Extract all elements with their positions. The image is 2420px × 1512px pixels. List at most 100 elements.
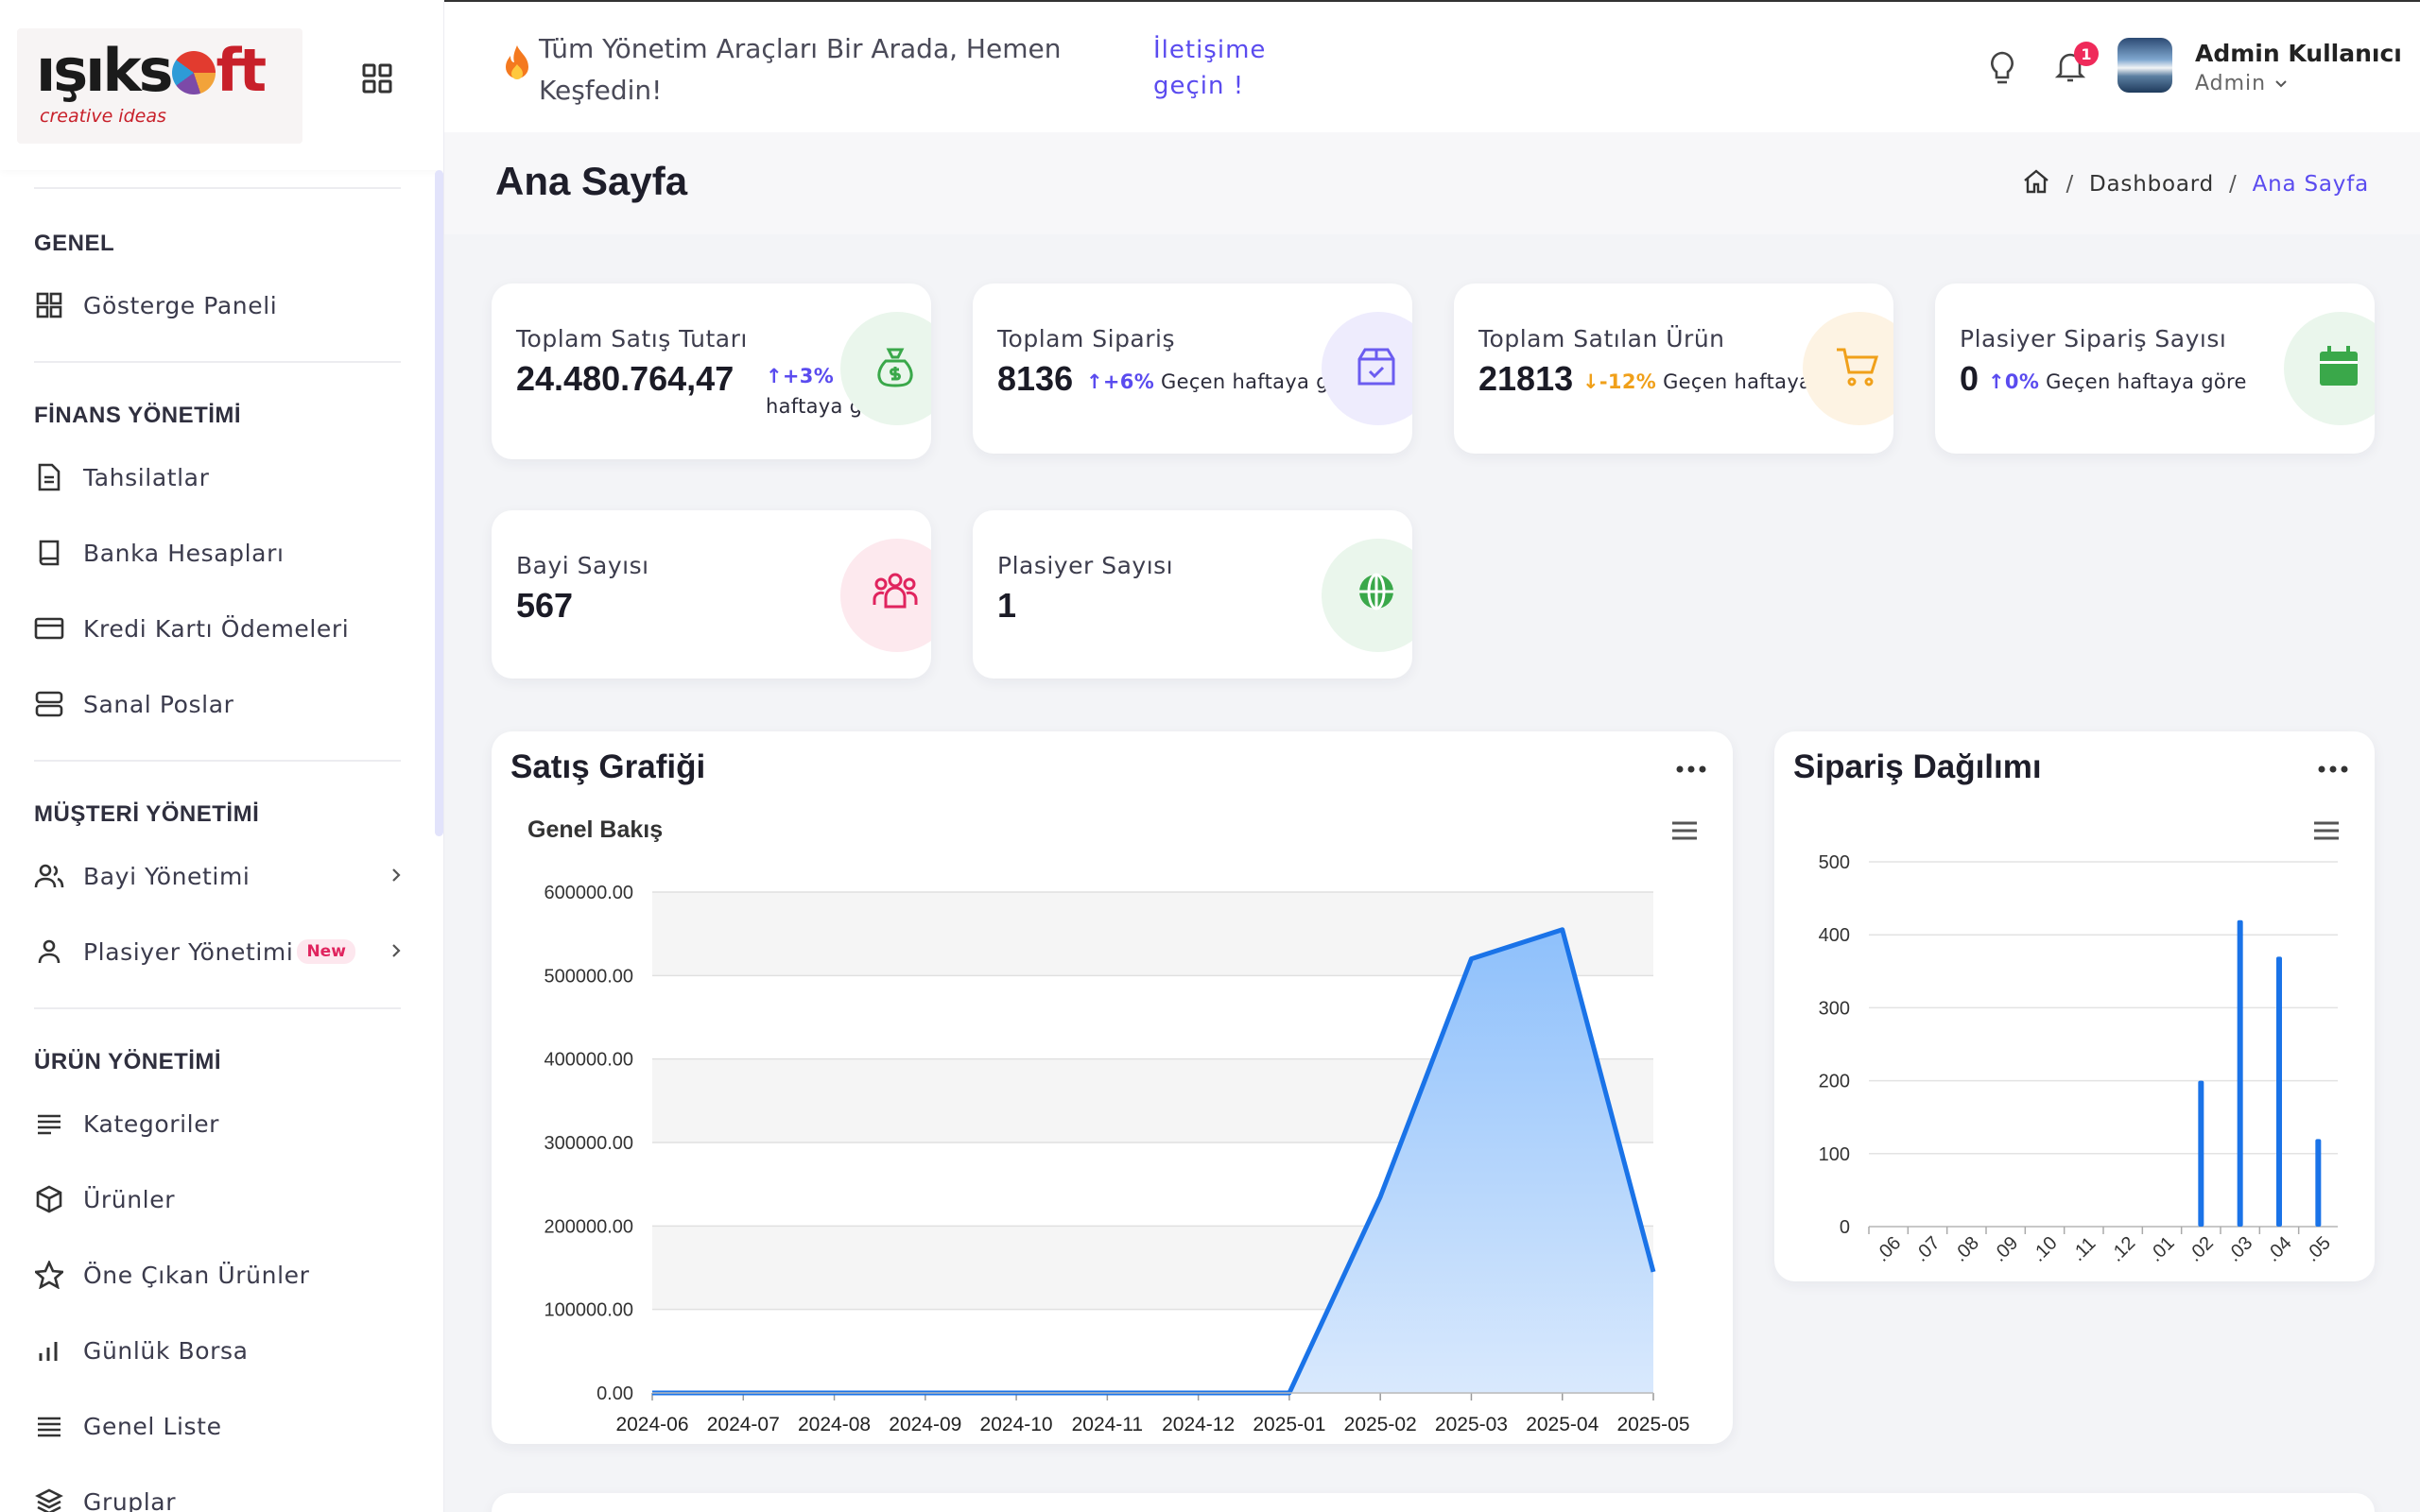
- calendar-icon: [2314, 342, 2363, 391]
- x-tick-label: .02: [2185, 1232, 2218, 1265]
- section-title-genel: GENEL: [34, 231, 115, 256]
- page-header: Ana Sayfa / Dashboard / Ana Sayfa: [444, 132, 2420, 234]
- breadcrumb-dashboard[interactable]: Dashboard: [2089, 172, 2215, 197]
- home-icon[interactable]: [2022, 168, 2050, 200]
- sidebar-item-gruplar[interactable]: Gruplar: [34, 1478, 403, 1512]
- contact-link[interactable]: İletişime geçin !: [1153, 36, 1267, 100]
- stat-label: Toplam Sipariş: [997, 325, 1176, 352]
- y-tick-label: 100000.00: [544, 1300, 633, 1321]
- y-tick-label: 400000.00: [544, 1050, 633, 1071]
- scrollbar-thumb[interactable]: [435, 170, 443, 836]
- logo-dot-icon: [171, 51, 216, 94]
- sidebar-item-label: Kategoriler: [83, 1109, 220, 1138]
- x-tick-label: 2024-08: [798, 1414, 871, 1435]
- sidebar-item-label: Gösterge Paneli: [83, 291, 278, 319]
- globe-icon: [1352, 567, 1401, 616]
- money-bag-icon: [871, 342, 920, 391]
- x-tick-label: .12: [2106, 1232, 2139, 1265]
- sidebar-scrollbar[interactable]: [435, 170, 443, 1512]
- sidebar-item-label: Kredi Kartı Ödemeleri: [83, 614, 350, 643]
- y-tick-label: 300: [1819, 998, 1850, 1019]
- user-role: Admin: [2195, 72, 2289, 95]
- y-tick-label: 100: [1819, 1144, 1850, 1165]
- y-tick-label: 400: [1819, 925, 1850, 946]
- stat-value: 24.480.764,47: [516, 359, 735, 398]
- stat-value: 1: [997, 586, 1017, 625]
- stat-card-rep-count: Plasiyer Sayısı 1: [973, 510, 1412, 679]
- x-tick-label: 2024-07: [707, 1414, 780, 1435]
- x-tick-label: 2025-05: [1616, 1414, 1689, 1435]
- breadcrumb-current: Ana Sayfa: [2252, 172, 2369, 197]
- x-tick-label: 2024-11: [1072, 1414, 1144, 1435]
- sidebar-item-sanal-poslar[interactable]: Sanal Poslar: [34, 680, 403, 728]
- user-icon: [34, 936, 64, 967]
- lightbulb-icon[interactable]: [1983, 49, 2021, 87]
- trend-up-value: ↑0%: [1988, 370, 2040, 393]
- sidebar-item-label: Banka Hesapları: [83, 539, 285, 567]
- stat-card-total-sales: Toplam Satış Tutarı 24.480.764,47 ↑+3% G…: [492, 284, 931, 459]
- orders-chart-title: Sipariş Dağılımı: [1793, 748, 2042, 785]
- sidebar-item-label: Öne Çıkan Ürünler: [83, 1261, 310, 1289]
- more-options-icon[interactable]: [2316, 760, 2350, 779]
- sidebar-item-urunler[interactable]: Ürünler: [34, 1176, 403, 1223]
- divider: [34, 187, 401, 189]
- bar: [2276, 956, 2282, 1227]
- star-icon: [34, 1260, 64, 1290]
- y-tick-label: 0.00: [596, 1383, 633, 1404]
- chevron-down-icon: [2273, 72, 2289, 95]
- x-tick-label: 2024-10: [980, 1414, 1053, 1435]
- x-tick-label: .08: [1950, 1232, 1983, 1265]
- sidebar-item-plasiyer-yonetimi[interactable]: Plasiyer Yönetimi New: [34, 928, 403, 975]
- section-title-finans: FİNANS YÖNETİMİ: [34, 403, 242, 428]
- apps-grid-icon[interactable]: [361, 62, 393, 94]
- sidebar-item-bayi-yonetimi[interactable]: Bayi Yönetimi: [34, 852, 403, 900]
- sales-chart-subtitle: Genel Bakış: [527, 816, 664, 843]
- divider: [34, 760, 401, 762]
- chevron-right-icon: [389, 941, 403, 964]
- x-tick-label: 2025-02: [1344, 1414, 1417, 1435]
- x-tick-label: .11: [2067, 1233, 2100, 1265]
- chevron-right-icon: [389, 866, 403, 888]
- cart-icon: [1833, 342, 1882, 391]
- stat-label: Plasiyer Sipariş Sayısı: [1960, 325, 2227, 352]
- sidebar-item-label: Ürünler: [83, 1185, 176, 1213]
- user-menu[interactable]: Admin Kullanıcı Admin: [2118, 36, 2402, 100]
- sidebar-item-gunluk-borsa[interactable]: Günlük Borsa: [34, 1327, 403, 1374]
- sidebar-item-gosterge-paneli[interactable]: Gösterge Paneli: [34, 282, 403, 329]
- page-title: Ana Sayfa: [495, 159, 688, 203]
- stat-label: Toplam Satılan Ürün: [1478, 325, 1725, 352]
- notification-bell-icon[interactable]: 1: [2051, 42, 2099, 85]
- sidebar-header: ışıks ft creative ideas: [0, 0, 443, 170]
- new-badge: New: [297, 939, 355, 964]
- x-tick-label: 2024-06: [615, 1414, 688, 1435]
- sidebar-item-kategoriler[interactable]: Kategoriler: [34, 1100, 403, 1147]
- x-tick-label: 2024-09: [889, 1414, 961, 1435]
- y-tick-label: 500: [1819, 852, 1850, 873]
- x-tick-label: .01: [2145, 1232, 2178, 1265]
- sidebar-item-tahsilatlar[interactable]: Tahsilatlar: [34, 454, 403, 501]
- credit-card-icon: [34, 613, 64, 644]
- users-icon: [34, 861, 64, 891]
- sidebar-item-label: Gruplar: [83, 1487, 177, 1512]
- bar: [2315, 1139, 2322, 1227]
- y-tick-label: 200000.00: [544, 1216, 633, 1237]
- section-title-musteri: MÜŞTERİ YÖNETİMİ: [34, 801, 260, 827]
- sidebar-item-kredi-karti[interactable]: Kredi Kartı Ödemeleri: [34, 605, 403, 652]
- sales-chart-card: Satış Grafiği Genel Bakış 0.00 100000.00 2…: [492, 731, 1733, 1444]
- sidebar-item-genel-liste[interactable]: Genel Liste: [34, 1402, 403, 1450]
- x-tick-label: 2025-01: [1253, 1414, 1325, 1435]
- chart-menu-icon[interactable]: [1670, 818, 1699, 843]
- stat-value: 8136: [997, 359, 1074, 398]
- sidebar-item-label: Plasiyer Yönetimi: [83, 937, 294, 966]
- x-tick-label: .06: [1872, 1232, 1905, 1265]
- brand-logo[interactable]: ışıks ft creative ideas: [17, 28, 302, 144]
- chart-menu-icon[interactable]: [2312, 818, 2341, 843]
- user-name: Admin Kullanıcı: [2195, 40, 2402, 67]
- breadcrumb: / Dashboard / Ana Sayfa: [2022, 168, 2369, 200]
- list-icon: [34, 1108, 64, 1139]
- sidebar-item-one-cikan-urunler[interactable]: Öne Çıkan Ürünler: [34, 1251, 403, 1298]
- dashboard-grid-icon: [34, 290, 64, 320]
- more-options-icon[interactable]: [1674, 760, 1708, 779]
- sidebar-item-banka-hesaplari[interactable]: Banka Hesapları: [34, 529, 403, 576]
- sales-chart-title: Satış Grafiği: [510, 748, 706, 785]
